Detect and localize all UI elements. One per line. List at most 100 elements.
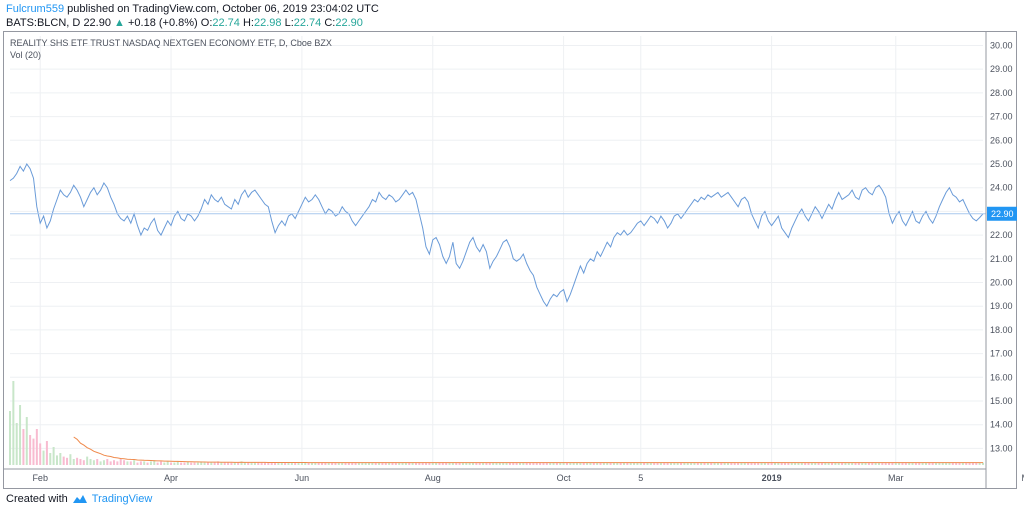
volume-bar xyxy=(706,462,709,465)
volume-bar xyxy=(864,462,867,465)
y-tick-label: 24.00 xyxy=(990,183,1013,193)
volume-bar xyxy=(851,462,854,465)
volume-bar xyxy=(673,462,676,465)
volume-bar xyxy=(512,462,515,465)
volume-bar xyxy=(716,462,719,465)
volume-bar xyxy=(599,462,602,465)
volume-bar xyxy=(586,462,589,465)
volume-bar xyxy=(314,462,317,465)
volume-bar xyxy=(213,462,216,465)
volume-bar xyxy=(911,462,914,465)
volume-bar xyxy=(384,462,387,465)
x-tick-label: 2019 xyxy=(762,473,782,483)
volume-bar xyxy=(908,462,911,465)
volume-bar xyxy=(304,462,307,465)
volume-bar xyxy=(327,462,330,465)
volume-bar xyxy=(458,462,461,465)
volume-bar xyxy=(12,381,15,465)
volume-bar xyxy=(767,462,770,465)
volume-bar xyxy=(99,461,102,465)
volume-bar xyxy=(569,462,572,465)
volume-bar xyxy=(955,462,958,465)
volume-bar xyxy=(69,454,72,465)
volume-bar xyxy=(331,462,334,465)
x-tick-label: Aug xyxy=(425,473,441,483)
volume-bar xyxy=(290,462,293,465)
x-tick-label: May xyxy=(1021,473,1024,483)
volume-bar xyxy=(294,462,297,465)
volume-bar xyxy=(579,462,582,465)
volume-bar xyxy=(42,450,45,465)
volume-bar xyxy=(810,462,813,465)
volume-bar xyxy=(565,462,568,465)
y-tick-label: 13.00 xyxy=(990,443,1013,453)
tradingview-link[interactable]: TradingView xyxy=(91,493,153,505)
volume-bar xyxy=(525,462,528,465)
volume-bar xyxy=(217,461,220,465)
volume-bar xyxy=(441,462,444,465)
volume-bar xyxy=(763,462,766,465)
volume-bar xyxy=(663,462,666,465)
volume-bar xyxy=(666,462,669,465)
volume-bar xyxy=(626,462,629,465)
volume-bar xyxy=(730,462,733,465)
volume-bar xyxy=(639,462,642,465)
volume-bar xyxy=(354,462,357,465)
volume-bar xyxy=(461,462,464,465)
volume-bar xyxy=(468,462,471,465)
volume-bar xyxy=(965,462,968,465)
volume-bar xyxy=(924,462,927,465)
volume-bar xyxy=(203,462,206,465)
volume-bar xyxy=(133,460,136,465)
volume-bar xyxy=(455,462,458,465)
volume-bar xyxy=(401,462,404,465)
volume-bar xyxy=(820,462,823,465)
chart-frame[interactable] xyxy=(3,31,1017,489)
volume-bar xyxy=(267,462,270,465)
x-tick-label: 5 xyxy=(638,473,643,483)
volume-bar xyxy=(421,462,424,465)
volume-bar xyxy=(253,462,256,465)
y-tick-label: 30.00 xyxy=(990,40,1013,50)
volume-bars xyxy=(8,381,985,465)
volume-bar xyxy=(206,462,209,465)
volume-bar xyxy=(921,462,924,465)
volume-bar xyxy=(321,462,324,465)
volume-bar xyxy=(703,462,706,465)
price-axis[interactable]: 13.00 14.00 15.00 16.00 17.00 18.00 19.00 20.00… xyxy=(4,32,1017,488)
author-link[interactable]: Fulcrum559 xyxy=(6,3,65,15)
volume-bar xyxy=(888,462,891,465)
volume-bar xyxy=(649,462,652,465)
volume-bar xyxy=(106,459,109,465)
volume-bar xyxy=(978,462,981,465)
volume-bar xyxy=(619,462,622,465)
volume-bar xyxy=(119,459,122,465)
volume-bar xyxy=(29,435,32,465)
volume-bar xyxy=(659,462,662,465)
volume-bar xyxy=(918,462,921,465)
volume-bar xyxy=(606,462,609,465)
time-axis[interactable]: FebAprJunAugOct52019MarMayJulSep7 xyxy=(32,473,1024,483)
close-label: C: xyxy=(324,17,336,29)
volume-bar xyxy=(166,461,169,465)
volume-bar xyxy=(592,462,595,465)
volume-bar xyxy=(89,459,92,465)
volume-bar xyxy=(948,462,951,465)
footer: Created with TradingView xyxy=(6,493,152,505)
volume-bar xyxy=(938,462,941,465)
volume-bar xyxy=(935,462,938,465)
symbol-label: BATS:BLCN, D xyxy=(6,17,81,29)
volume-bar xyxy=(532,462,535,465)
x-tick-label: Apr xyxy=(164,473,178,483)
volume-bar xyxy=(163,462,166,465)
high-value: 22.98 xyxy=(253,17,282,29)
volume-bar xyxy=(263,462,266,465)
y-tick-label: 26.00 xyxy=(990,135,1013,145)
volume-bar xyxy=(555,462,558,465)
volume-ma-line xyxy=(73,436,983,464)
last-price: 22.90 xyxy=(83,17,111,29)
volume-bar xyxy=(857,462,860,465)
volume-bar xyxy=(149,461,152,465)
volume-bar xyxy=(438,462,441,465)
